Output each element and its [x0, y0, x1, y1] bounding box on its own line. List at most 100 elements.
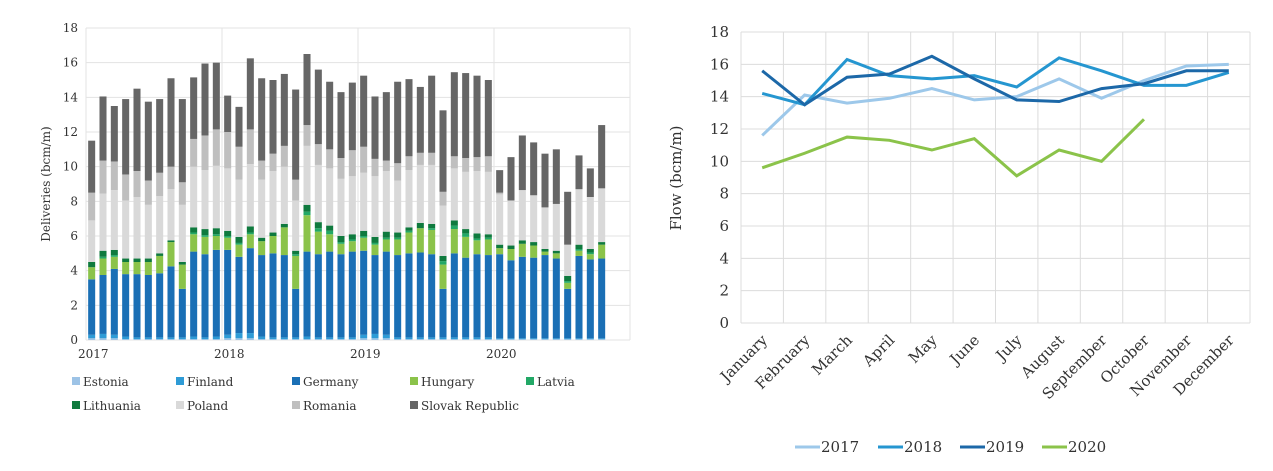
bar-segment-lithuania	[201, 229, 209, 236]
bar-segment-poland	[371, 176, 379, 237]
gridlines	[740, 31, 1251, 324]
bar-segment-estonia	[598, 339, 606, 340]
bar-segment-poland	[144, 204, 152, 259]
bar-segment-germany	[371, 255, 379, 334]
bar-segment-hungary	[292, 255, 300, 289]
bar-segment-finland	[303, 336, 311, 340]
bar-segment-finland	[337, 337, 345, 340]
bar-segment-poland	[552, 203, 560, 251]
bar-segment-slovak-republic	[382, 92, 390, 161]
bar-segment-poland	[518, 190, 526, 241]
flow-line-chart: 0 2 4 6 8 10 12 14 16 18 Flow (bcm/m) JanuaryFebr…	[667, 23, 1251, 456]
bar-segment-romania	[99, 160, 107, 194]
bar-segment-hungary	[178, 264, 186, 289]
bar-stack-2018-11	[337, 92, 345, 340]
bar-segment-lithuania	[496, 244, 504, 249]
bar-segment-lithuania	[416, 223, 424, 229]
bar-segment-germany	[394, 255, 402, 338]
bar-segment-lithuania	[530, 242, 538, 246]
bar-segment-estonia	[518, 339, 526, 340]
legend-label: Slovak Republic	[421, 399, 519, 413]
bar-segment-slovak-republic	[360, 75, 368, 147]
bar-stack-2018-10	[326, 81, 334, 340]
bar-segment-romania	[110, 161, 118, 191]
bar-segment-lithuania	[156, 253, 164, 256]
bar-segment-estonia	[110, 338, 118, 340]
bar-segment-slovak-republic	[201, 63, 209, 136]
bar-segment-estonia	[178, 339, 186, 340]
bar-segment-hungary	[416, 228, 424, 253]
y-tick-label: 0	[719, 314, 729, 332]
bar-segment-lithuania	[586, 249, 594, 253]
bar-segment-germany	[541, 255, 549, 339]
bar-segment-finland	[575, 338, 583, 340]
bar-segment-romania	[144, 180, 152, 205]
bar-segment-lithuania	[337, 236, 345, 243]
bar-segment-estonia	[371, 338, 379, 340]
bar-segment-lithuania	[394, 232, 402, 238]
bar-segment-slovak-republic	[439, 110, 447, 192]
bar-segment-romania	[235, 146, 243, 180]
bar-segment-lithuania	[258, 237, 266, 242]
bar-stack-2017-08	[167, 78, 175, 340]
bar-segment-romania	[292, 179, 300, 201]
bar-segment-estonia	[405, 339, 413, 340]
bar-segment-slovak-republic	[235, 106, 243, 147]
bar-segment-poland	[326, 168, 334, 226]
bar-segment-lithuania	[518, 240, 526, 244]
bar-stack-2018-04	[258, 78, 266, 340]
bar-segment-finland	[428, 337, 436, 340]
bar-segment-latvia	[428, 228, 436, 230]
bar-segment-lithuania	[280, 223, 288, 228]
bar-segment-slovak-republic	[484, 80, 492, 157]
bar-segment-lithuania	[88, 262, 96, 268]
bar-segment-poland	[473, 171, 481, 234]
bar-segment-lithuania	[326, 225, 334, 231]
bar-segment-latvia	[586, 252, 594, 255]
bar-segment-slovak-republic	[314, 69, 322, 145]
y-tick-label: 10	[710, 152, 729, 170]
bar-segment-romania	[360, 146, 368, 173]
bar-segment-germany	[156, 273, 164, 338]
bar-segment-germany	[337, 254, 345, 338]
bar-segment-lithuania	[360, 230, 368, 236]
bar-segment-poland	[190, 166, 198, 228]
bar-segment-slovak-republic	[541, 153, 549, 208]
bar-segment-estonia	[473, 339, 481, 340]
bar-segment-poland	[110, 190, 118, 250]
legend-item: Lithuania	[72, 399, 141, 413]
bar-segment-estonia	[348, 339, 356, 340]
bar-segment-lithuania	[190, 227, 198, 233]
bar-segment-finland	[258, 336, 266, 340]
bar-segment-poland	[122, 200, 130, 259]
bar-segment-poland	[450, 168, 458, 221]
bar-segment-estonia	[552, 339, 560, 340]
bar-segment-lithuania	[462, 229, 470, 234]
bar-segment-germany	[235, 256, 243, 334]
legend-swatch	[176, 401, 184, 409]
legend-swatch	[292, 401, 300, 409]
bar-segment-poland	[382, 171, 390, 232]
x-tick-label: June	[945, 331, 983, 369]
bar-segment-finland	[564, 338, 572, 340]
bar-segment-germany	[473, 254, 481, 338]
bar-segment-germany	[167, 266, 175, 338]
bar-segment-finland	[552, 338, 560, 340]
bar-segment-estonia	[462, 339, 470, 340]
bar-segment-slovak-republic	[450, 72, 458, 157]
bar-stack-2018-05	[269, 80, 277, 340]
bar-segment-slovak-republic	[575, 155, 583, 190]
legend-label: 2018	[904, 438, 942, 456]
legend-swatch	[526, 377, 534, 385]
bar-stack-2019-04	[394, 81, 402, 340]
bar-segment-estonia	[156, 339, 164, 340]
bar-segment-estonia	[496, 339, 504, 340]
bar-segment-slovak-republic	[586, 168, 594, 197]
bar-segment-romania	[190, 138, 198, 167]
bar-segment-poland	[530, 195, 538, 243]
bar-segment-hungary	[518, 243, 526, 257]
bar-segment-romania	[314, 144, 322, 165]
bar-segment-finland	[212, 336, 220, 340]
bar-stack-2017-02	[99, 96, 107, 340]
bar-segment-romania	[246, 129, 254, 165]
